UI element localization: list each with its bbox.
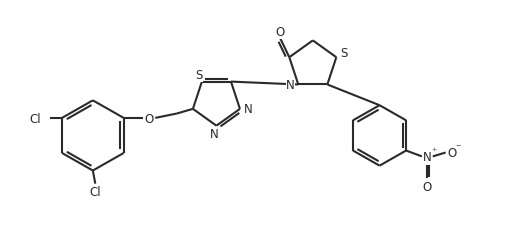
Text: O: O bbox=[276, 26, 285, 39]
Text: O: O bbox=[144, 113, 154, 126]
Text: N: N bbox=[243, 103, 252, 116]
Text: O: O bbox=[422, 181, 431, 194]
Text: Cl: Cl bbox=[29, 113, 41, 126]
Text: S: S bbox=[341, 47, 348, 60]
Text: N: N bbox=[210, 128, 219, 141]
Text: S: S bbox=[196, 69, 203, 82]
Text: O: O bbox=[447, 148, 456, 160]
Text: Cl: Cl bbox=[90, 186, 101, 199]
Text: N: N bbox=[286, 79, 295, 92]
Text: $^+$: $^+$ bbox=[430, 146, 438, 155]
Text: $^-$: $^-$ bbox=[454, 142, 462, 151]
Text: N: N bbox=[422, 151, 431, 164]
